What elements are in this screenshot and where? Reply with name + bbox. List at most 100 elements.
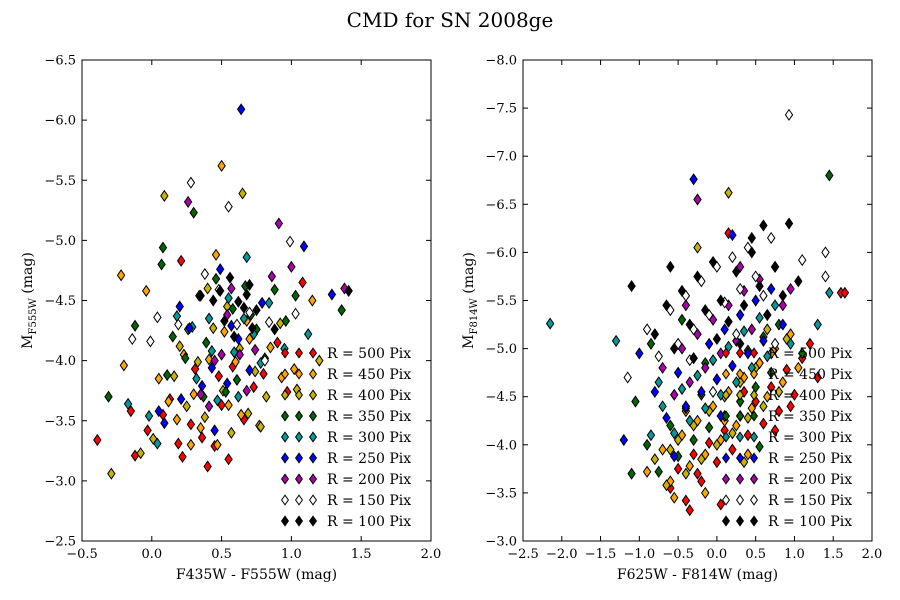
data-point (211, 248, 221, 261)
data-point (747, 231, 756, 245)
data-point (262, 390, 271, 403)
x-tick-label: 0.0 (141, 547, 162, 562)
data-point (728, 427, 737, 440)
data-point (635, 347, 644, 360)
plot-area (82, 60, 431, 541)
legend-marker (721, 494, 731, 506)
data-point (662, 299, 671, 312)
data-point (239, 312, 249, 325)
data-point (154, 372, 163, 385)
data-point (270, 323, 279, 336)
y-tick-label: −7.5 (485, 102, 517, 117)
data-point (790, 388, 799, 401)
data-point (701, 402, 710, 415)
data-point (689, 352, 698, 365)
data-point (821, 246, 830, 259)
legend-label: R = 100 Pix (327, 514, 411, 530)
legend-marker (280, 347, 290, 359)
data-point (689, 173, 698, 186)
data-point (685, 504, 694, 517)
data-point (784, 108, 794, 121)
legend-marker (280, 368, 290, 380)
legend-label: R = 500 Pix (327, 346, 411, 362)
data-point (160, 417, 169, 430)
data-point (685, 459, 694, 473)
data-point (759, 289, 768, 302)
data-point (743, 448, 753, 461)
data-point (164, 395, 173, 408)
y-label-subscript: F814W (469, 297, 480, 334)
data-point (227, 282, 236, 295)
data-point (168, 330, 177, 343)
legend-marker (308, 473, 318, 485)
data-point (172, 413, 182, 426)
data-point (654, 376, 663, 389)
data-point (759, 334, 768, 347)
data-point (778, 299, 788, 312)
data-point (175, 300, 184, 313)
data-point (642, 465, 652, 478)
data-point (786, 337, 795, 350)
data-point (249, 381, 258, 394)
x-tick-label: 2.0 (862, 547, 883, 562)
data-point (751, 294, 760, 307)
data-point (732, 376, 741, 389)
data-point (805, 337, 815, 350)
data-point (693, 193, 702, 206)
data-point (786, 400, 795, 413)
legend-marker (294, 347, 304, 359)
right-cmd-panel: −2.5 −2.0 −1.5 −1.0 −0.5 0.0 0.5 1.0 1.5 2.0 −3.0 −… (461, 54, 882, 584)
data-point (766, 366, 776, 379)
data-point (162, 368, 172, 382)
data-point (724, 186, 733, 199)
data-point (697, 475, 706, 488)
y-tick-label: −4.0 (44, 354, 76, 369)
data-point (708, 354, 718, 367)
y-tick-label: −6.5 (44, 54, 76, 69)
data-point (770, 299, 780, 312)
y-tick-label: −3.5 (44, 414, 76, 429)
data-point (677, 313, 687, 326)
legend-label: R = 150 Pix (327, 493, 411, 509)
data-point (677, 284, 687, 297)
legend-marker (749, 347, 759, 359)
y-tick-label: −7.0 (485, 150, 517, 165)
data-point (182, 400, 191, 413)
data-point (236, 103, 246, 116)
data-point (266, 341, 275, 354)
data-point (782, 363, 791, 376)
y-tick-label: −6.5 (485, 198, 517, 213)
x-tick-label: −2.5 (507, 547, 539, 562)
data-point (728, 229, 737, 242)
data-point (650, 385, 660, 398)
data-point (739, 325, 749, 338)
data-point (720, 323, 729, 336)
data-point (716, 388, 725, 401)
data-point (154, 405, 163, 418)
data-point (666, 260, 675, 273)
data-point (189, 206, 198, 219)
data-point (119, 359, 129, 372)
data-point (215, 263, 225, 276)
data-point (786, 282, 795, 296)
legend: R = 500 Pix R = 450 Pix R = 400 Pix R = 350… (721, 346, 852, 530)
data-point (619, 433, 629, 447)
data-point (732, 328, 741, 341)
data-point (747, 246, 756, 259)
legend-marker (749, 494, 759, 506)
data-point (153, 437, 162, 450)
data-point (743, 347, 753, 360)
y-tick-label: −3.0 (485, 535, 517, 550)
data-point (144, 409, 154, 423)
data-point (186, 418, 196, 431)
data-point (821, 270, 830, 283)
data-point (270, 283, 279, 296)
data-point (825, 169, 834, 182)
legend-marker (294, 494, 304, 506)
y-tick-label: −3.0 (44, 474, 76, 489)
data-point (716, 498, 725, 511)
legend-marker (294, 431, 304, 443)
data-point (274, 217, 284, 230)
legend-marker (749, 389, 759, 401)
legend-label: R = 500 Pix (768, 346, 852, 362)
